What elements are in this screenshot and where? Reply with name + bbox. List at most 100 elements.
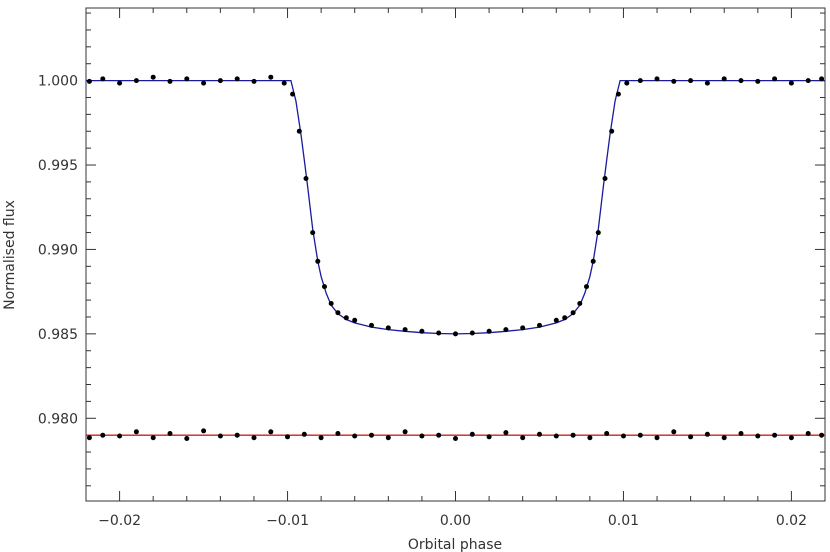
series-layer [86, 74, 825, 441]
flux-data-point [352, 317, 358, 323]
flux-data-point [290, 91, 296, 97]
residual-data-point [688, 434, 694, 440]
flux-data-point [469, 330, 475, 336]
residual-data-point [436, 432, 442, 438]
residual-data-point [772, 432, 778, 438]
flux-data-point [788, 80, 794, 86]
residual-data-point [402, 429, 408, 435]
flux-data-point [704, 80, 710, 86]
flux-data-point [520, 325, 526, 331]
flux-data-point [553, 317, 559, 323]
residual-data-point [453, 436, 458, 441]
flux-data-point [322, 284, 327, 290]
flux-data-point [86, 78, 92, 84]
flux-data-point [637, 78, 643, 84]
flux-data-point [296, 128, 302, 134]
x-tick-label: 0.02 [776, 513, 807, 529]
residual-data-point [805, 431, 811, 436]
residual-data-point [553, 433, 559, 439]
flux-data-point [624, 80, 630, 86]
residual-data-point [133, 429, 139, 435]
plot-area: −0.02 −0.01 0.00 0.01 0.02 0.980 0.985 0.990 0.9… [38, 7, 826, 529]
x-tick-label: −0.01 [266, 513, 309, 529]
residual-data-point [419, 433, 425, 439]
flux-data-point [570, 310, 576, 316]
flux-data-point [738, 78, 744, 84]
residual-data-point [318, 435, 324, 441]
flux-data-point [268, 74, 274, 80]
plot-frame [85, 7, 826, 502]
flux-data-point [590, 258, 596, 264]
flux-data-point [184, 76, 190, 82]
flux-data-point [201, 80, 207, 86]
flux-data-point [133, 78, 139, 84]
flux-data-point [343, 315, 349, 321]
flux-data-point [385, 325, 391, 331]
flux-data-point [234, 76, 240, 82]
flux-data-point [819, 76, 825, 82]
flux-data-point [315, 258, 321, 264]
residual-data-point [486, 434, 492, 440]
residual-data-point [217, 433, 223, 439]
residual-data-point [570, 432, 576, 438]
residual-data-point [100, 432, 106, 438]
residual-data-point [469, 431, 475, 437]
y-tick-label: 1.000 [38, 74, 78, 90]
y-tick-label: 0.985 [38, 327, 78, 343]
flux-data-point [654, 76, 660, 82]
residual-data-point [738, 431, 744, 436]
flux-data-point [486, 328, 492, 334]
residual-data-point [369, 432, 374, 438]
x-tick-label: 0.01 [608, 513, 639, 529]
flux-data-point [805, 78, 811, 84]
residual-data-point [201, 428, 207, 434]
y-tick-label: 0.980 [38, 411, 78, 427]
residual-data-point [587, 435, 593, 441]
flux-data-point [721, 76, 727, 82]
residual-data-point [301, 431, 307, 437]
residual-data-point [819, 432, 825, 438]
flux-data-point [671, 78, 677, 84]
residual-data-point [604, 431, 610, 436]
ticks-layer: −0.02 −0.01 0.00 0.01 0.02 0.980 0.985 0.990 0.9… [38, 8, 826, 529]
flux-data-point [117, 80, 123, 86]
flux-data-point [595, 230, 601, 236]
residual-data-point [86, 435, 92, 441]
residual-data-point [721, 435, 727, 441]
residual-data-point [704, 431, 710, 437]
flux-data-point [755, 78, 761, 84]
flux-data-point [100, 76, 106, 82]
flux-data-point [453, 331, 458, 337]
residual-data-point [654, 435, 660, 441]
y-tick-label: 0.995 [38, 158, 78, 174]
flux-data-point [310, 230, 316, 236]
flux-data-point [335, 310, 341, 316]
flux-data-point [303, 176, 309, 181]
residual-data-point [671, 429, 677, 435]
flux-data-point [562, 315, 568, 321]
flux-data-point [150, 74, 156, 80]
residual-data-point [755, 433, 761, 439]
x-tick-label: −0.02 [98, 513, 141, 529]
residual-data-point [251, 435, 257, 441]
residual-data-point [352, 433, 358, 439]
residual-data-point [285, 434, 290, 440]
residual-data-point [385, 435, 391, 441]
flux-data-point [402, 327, 408, 333]
flux-data-point [577, 301, 583, 306]
flux-data-point [167, 78, 173, 84]
flux-data-point [602, 176, 608, 181]
x-tick-label: 0.00 [440, 513, 471, 529]
flux-data-point [251, 78, 257, 84]
flux-data-point [281, 80, 287, 86]
residual-data-point [150, 435, 156, 441]
flux-data-point [609, 128, 615, 134]
flux-data-point [328, 301, 334, 306]
flux-data-point [436, 330, 442, 336]
residual-data-point [537, 431, 542, 437]
transit-model-line [86, 79, 825, 335]
flux-data-point [615, 91, 621, 97]
residual-data-point [268, 429, 274, 435]
flux-data-point [369, 322, 374, 328]
